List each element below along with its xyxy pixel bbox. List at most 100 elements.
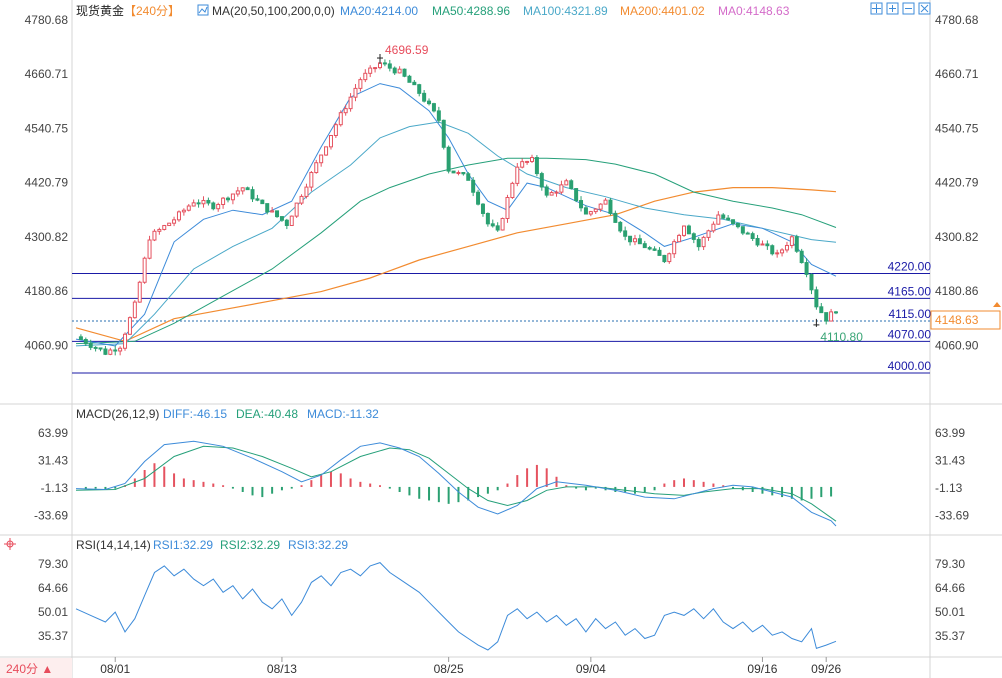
candle-body: [88, 343, 93, 348]
price-tick-left-5: 4180.86: [25, 284, 69, 298]
candle-body: [368, 67, 373, 74]
candle-body: [569, 180, 574, 190]
candle-body: [230, 193, 235, 201]
candle-body: [93, 346, 98, 349]
date-label-3: 09/04: [576, 662, 606, 676]
zoom-out-icon[interactable]: [902, 2, 915, 15]
rsi-tick-right-1: 64.66: [935, 581, 965, 595]
candle-body: [309, 172, 314, 188]
crosshair-icon[interactable]: [870, 2, 883, 15]
candle-body: [682, 225, 686, 236]
level-label-4: 4000.00: [888, 359, 932, 373]
candle-body: [691, 233, 696, 240]
diff-line: [75, 440, 837, 527]
candle-body: [83, 339, 88, 345]
candle-body: [490, 223, 495, 227]
candle-body: [176, 211, 181, 221]
low-label: 4110.80: [820, 330, 863, 344]
candle-body: [476, 191, 481, 205]
candlesticks: [78, 59, 838, 356]
price-tick-left-2: 4540.75: [25, 121, 69, 135]
close-icon[interactable]: [918, 2, 931, 15]
date-label-4: 09/16: [747, 662, 777, 676]
candle-body: [338, 112, 343, 126]
candle-body: [255, 198, 260, 201]
candle-body: [113, 349, 118, 352]
zoom-in-icon[interactable]: [886, 2, 899, 15]
date-label-2: 08/25: [434, 662, 464, 676]
candle-body: [579, 200, 584, 209]
macd-axis-left: 63.99 31.43 -1.13 -33.69: [34, 426, 68, 523]
candle-body: [667, 253, 672, 263]
candle-body: [221, 197, 226, 205]
candle-body: [78, 336, 83, 341]
candle-body: [353, 87, 358, 98]
candle-body: [706, 230, 711, 238]
candle-body: [422, 92, 427, 102]
candle-body: [554, 191, 559, 194]
candle-body: [735, 222, 740, 228]
candle-body: [191, 202, 196, 207]
candle-body: [530, 157, 534, 162]
period-button[interactable]: 240分 ▲: [6, 662, 53, 676]
macd-lines: [75, 440, 837, 527]
date-label-1: 08/13: [267, 662, 297, 676]
candle-body: [446, 146, 451, 172]
candle-body: [505, 196, 510, 219]
macd-tick-left-0: 63.99: [38, 426, 68, 440]
close-icon-b: [920, 4, 929, 13]
candle-body: [789, 236, 794, 246]
price-tick-right-1: 4660.71: [935, 67, 979, 81]
candle-body: [137, 281, 142, 303]
candle-body: [417, 84, 422, 94]
candle-body: [677, 234, 682, 243]
candle-body: [466, 173, 471, 181]
candle-body: [544, 186, 549, 196]
candle-body: [108, 349, 113, 355]
candle-body: [814, 289, 819, 308]
candle-body: [314, 162, 319, 174]
candle-body: [412, 81, 417, 86]
chart-toolbar[interactable]: [870, 2, 931, 15]
price-axis-left: 4780.68 4660.71 4540.75 4420.79 4300.82 4180.…: [25, 13, 69, 352]
candle-body: [196, 202, 201, 205]
macd-value-1: DEA:-40.48: [236, 407, 298, 421]
period-label[interactable]: 【240分】: [124, 4, 180, 18]
period-button-bg[interactable]: [0, 658, 72, 678]
candle-body: [328, 134, 333, 148]
candle-body: [534, 157, 539, 175]
candle-body: [780, 249, 785, 254]
candle-body: [127, 317, 132, 335]
rsi-settings-icon[interactable]: [4, 538, 16, 550]
rsi-tick-left-3: 35.37: [38, 629, 68, 643]
date-label-0: 08/01: [100, 662, 130, 676]
macd-value-2: MACD:-11.32: [307, 407, 379, 421]
candle-body: [152, 230, 157, 241]
support-resistance-levels: 4220.00 4165.00 4115.00 4070.00 4000.00: [72, 260, 932, 374]
candle-body: [525, 160, 530, 163]
candle-body: [652, 248, 657, 251]
candle-body: [593, 208, 598, 213]
candle-body: [750, 233, 755, 239]
rsi1-line: [75, 562, 837, 651]
candle-body: [829, 311, 834, 322]
candle-body: [382, 62, 387, 65]
candle-body: [539, 173, 544, 188]
candle-body: [206, 199, 211, 204]
ma200-line: [75, 187, 837, 342]
rsi-tick-left-2: 50.01: [38, 605, 68, 619]
candle-body: [240, 187, 245, 192]
moving-average-lines: [75, 83, 837, 347]
candle-body: [515, 166, 520, 184]
candle-body: [598, 203, 603, 210]
candle-body: [583, 207, 588, 215]
candle-body: [348, 96, 353, 110]
ma-settings-icon[interactable]: [197, 4, 209, 16]
candle-body: [726, 217, 731, 221]
ma-value-1: MA50:4288.96: [432, 4, 510, 18]
rsi-axis-left: 79.30 64.66 50.01 35.37: [38, 557, 68, 643]
macd-values: DIFF:-46.15 DEA:-40.48 MACD:-11.32: [163, 407, 379, 421]
candle-body: [809, 273, 814, 291]
